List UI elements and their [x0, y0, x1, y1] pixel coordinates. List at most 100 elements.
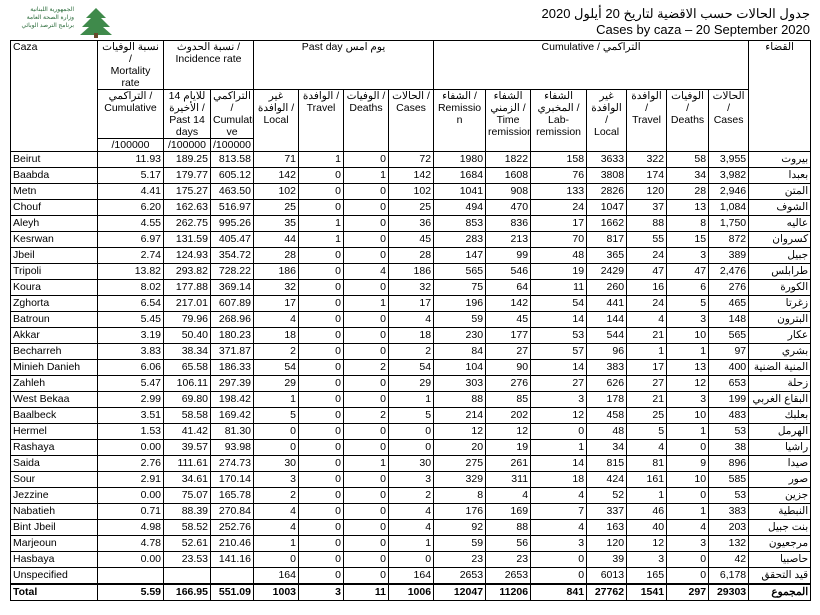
- table-cell: 0: [298, 327, 344, 344]
- table-cell: 0: [530, 567, 588, 585]
- table-cell: 47: [666, 263, 710, 280]
- table-cell: 147: [433, 247, 487, 264]
- table-cell: 19: [530, 263, 588, 280]
- table-cell: 12: [485, 423, 532, 440]
- table-row: Zghorta 6.54 217.01 607.89 17 0 1 17 196 142 54 441…: [10, 295, 812, 312]
- logo-line: الجمهورية اللبنانية: [30, 7, 74, 13]
- table-cell: 337: [586, 503, 628, 520]
- table-cell: 626: [586, 375, 628, 392]
- table-cell: Baalbeck: [10, 407, 98, 424]
- table-cell: 1980: [433, 151, 487, 168]
- table-cell: عاليه: [748, 215, 812, 232]
- table-cell: 28: [666, 183, 710, 200]
- table-cell: 16: [626, 279, 668, 296]
- table-cell: 0: [666, 487, 710, 504]
- table-cell: 2826: [586, 183, 628, 200]
- table-cell: البترون: [748, 311, 812, 328]
- table-cell: 179.77: [163, 167, 211, 184]
- table-cell: 213: [485, 231, 532, 248]
- table-cell: 96: [586, 343, 628, 360]
- table-cell: 170.14: [210, 471, 254, 488]
- table-cell: مرجعيون: [748, 535, 812, 552]
- table-cell: 142: [253, 167, 299, 184]
- table-cell: West Bekaa: [10, 391, 98, 408]
- table-cell: 400: [708, 359, 750, 376]
- table-cell: 275: [433, 455, 487, 472]
- table-cell: 5: [626, 423, 668, 440]
- table-row: Chouf 6.20 162.63 516.97 25 0 0 25 494 470 24 1047 3…: [10, 199, 812, 216]
- table-cell: 38.34: [163, 343, 211, 360]
- table-cell: 58: [666, 151, 710, 168]
- table-cell: 815: [586, 455, 628, 472]
- table-cell: 565: [433, 263, 487, 280]
- table-row: Metn 4.41 175.27 463.50 102 0 0 102 1041 908 133 28…: [10, 183, 812, 200]
- table-cell: 10: [666, 327, 710, 344]
- table-cell: 169: [485, 503, 532, 520]
- table-cell: 1,084: [708, 199, 750, 216]
- table-cell: 3: [530, 535, 588, 552]
- table-cell: 37: [626, 199, 668, 216]
- table-cell: 88.39: [163, 503, 211, 520]
- table-cell: 0: [343, 551, 389, 568]
- cedar-icon: [80, 8, 112, 38]
- table-cell: 72: [387, 151, 435, 168]
- header-cell: القضاء: [748, 40, 812, 152]
- subheader-cell: التراكمي / Cumulati ve: [210, 89, 254, 139]
- table-cell: 177: [485, 327, 532, 344]
- table-cell: 124.93: [163, 247, 211, 264]
- unit-cell: /100000: [210, 138, 254, 152]
- table-cell: Tripoli: [10, 263, 98, 280]
- table-cell: 9: [666, 455, 710, 472]
- subheader-cell: الوفيات / Deaths: [343, 89, 389, 152]
- table-cell: 34.61: [163, 471, 211, 488]
- table-row: Rashaya 0.00 39.57 93.98 0 0 0 0 20 19 1 34 4 0 38 راشي…: [10, 439, 812, 456]
- table-cell: 142: [485, 295, 532, 312]
- table-cell: 3808: [586, 167, 628, 184]
- table-cell: 5.47: [97, 375, 164, 392]
- table-cell: 0: [343, 439, 389, 456]
- table-cell: 202: [485, 407, 532, 424]
- table-cell: 369.14: [210, 279, 254, 296]
- table-cell: البقاع الغربي: [748, 391, 812, 408]
- table-cell: 494: [433, 199, 487, 216]
- table-cell: 17: [387, 295, 435, 312]
- table-cell: 203: [708, 519, 750, 536]
- table-cell: 10: [666, 407, 710, 424]
- table-cell: 92: [433, 519, 487, 536]
- table-cell: 55: [626, 231, 668, 248]
- table-cell: 69.80: [163, 391, 211, 408]
- table-cell: 3: [530, 391, 588, 408]
- table-cell: 85: [485, 391, 532, 408]
- table-cell: 23: [485, 551, 532, 568]
- table-cell: الكورة: [748, 279, 812, 296]
- table-cell: 11: [530, 279, 588, 296]
- table-cell: 21: [626, 327, 668, 344]
- table-cell: Marjeoun: [10, 535, 98, 552]
- table-row: Jezzine 0.00 75.07 165.78 2 0 0 2 8 4 4 52 1 0 53 جزين: [10, 487, 812, 504]
- table-cell: 84: [433, 343, 487, 360]
- table-cell: 18: [530, 471, 588, 488]
- table-cell: 3.51: [97, 407, 164, 424]
- table-cell: 6,178: [708, 567, 750, 585]
- table-cell: 470: [485, 199, 532, 216]
- table-cell: 1822: [485, 151, 532, 168]
- table-cell: 853: [433, 215, 487, 232]
- table-cell: 544: [586, 327, 628, 344]
- table-cell: 276: [708, 279, 750, 296]
- table-cell: 0: [253, 551, 299, 568]
- table-cell: 0: [298, 535, 344, 552]
- table-cell: 39.57: [163, 439, 211, 456]
- table-cell: 65.58: [163, 359, 211, 376]
- subheader-cell: الشفاء المخبري / Lab- remission: [530, 89, 588, 152]
- table-cell: Batroun: [10, 311, 98, 328]
- table-cell: 653: [708, 375, 750, 392]
- table-cell: 5.17: [97, 167, 164, 184]
- table-cell: 48: [586, 423, 628, 440]
- table-cell: 2653: [485, 567, 532, 585]
- table-cell: 1: [298, 151, 344, 168]
- table-cell: 50.40: [163, 327, 211, 344]
- header-row: Caza نسبة الوفيات / Mortality rate نسبة ال…: [10, 40, 812, 152]
- table-cell: 329: [433, 471, 487, 488]
- table-cell: 56: [485, 535, 532, 552]
- table-cell: صور: [748, 471, 812, 488]
